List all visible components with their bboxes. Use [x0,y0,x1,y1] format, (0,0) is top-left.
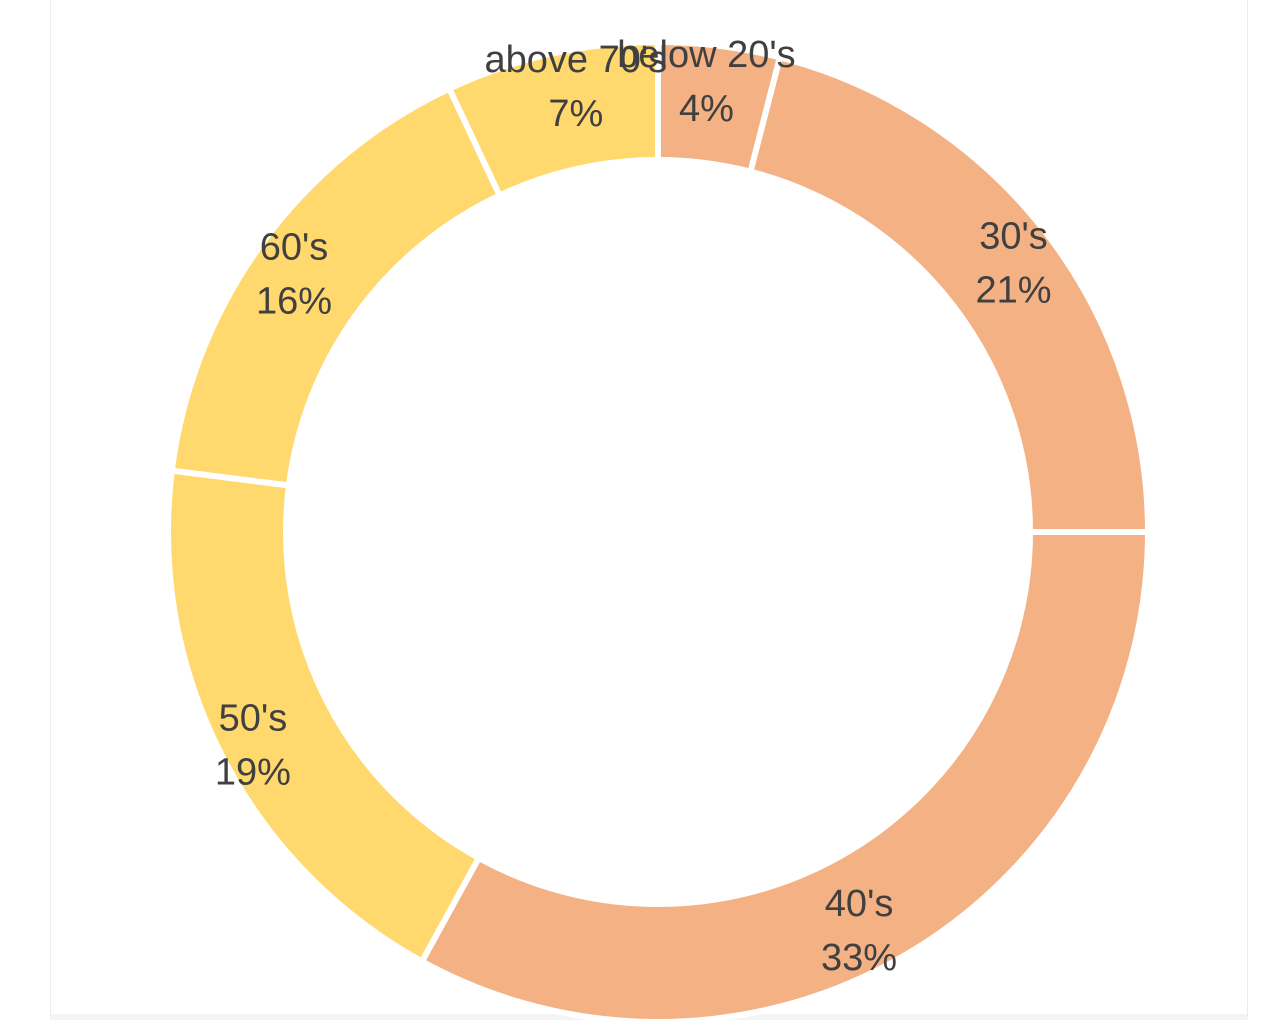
slice-percent-label: 33% [821,937,897,979]
slice-50-s [165,467,483,966]
slice-percent-label: 7% [548,93,603,135]
slice-above-70-s [445,38,661,200]
slice-category-label: 50's [219,697,288,739]
slice-label-30-s: 30's 21% [975,215,1051,311]
slice-percent-label: 21% [975,269,1051,311]
slice-percent-label: 16% [256,281,332,323]
slice-percent-label: 4% [679,88,734,130]
slice-30-s [746,53,1152,535]
slice-40-s [417,529,1152,1020]
slice-category-label: 40's [825,883,894,925]
slice-category-label: 30's [979,215,1048,257]
slice-label-40-s: 40's 33% [821,883,897,979]
slice-label-50-s: 50's 19% [215,697,291,793]
slice-percent-label: 19% [215,751,291,793]
slice-label-above-70-s: above 70's 7% [484,39,667,135]
slice-label-60-s: 60's 16% [256,227,332,323]
slice-category-label: below 20's [617,34,795,76]
slice-category-label: above 70's [484,39,667,81]
slice-category-label: 60's [260,227,329,269]
slice-label-below-20-s: below 20's 4% [617,34,795,130]
slice-60-s [168,84,504,489]
